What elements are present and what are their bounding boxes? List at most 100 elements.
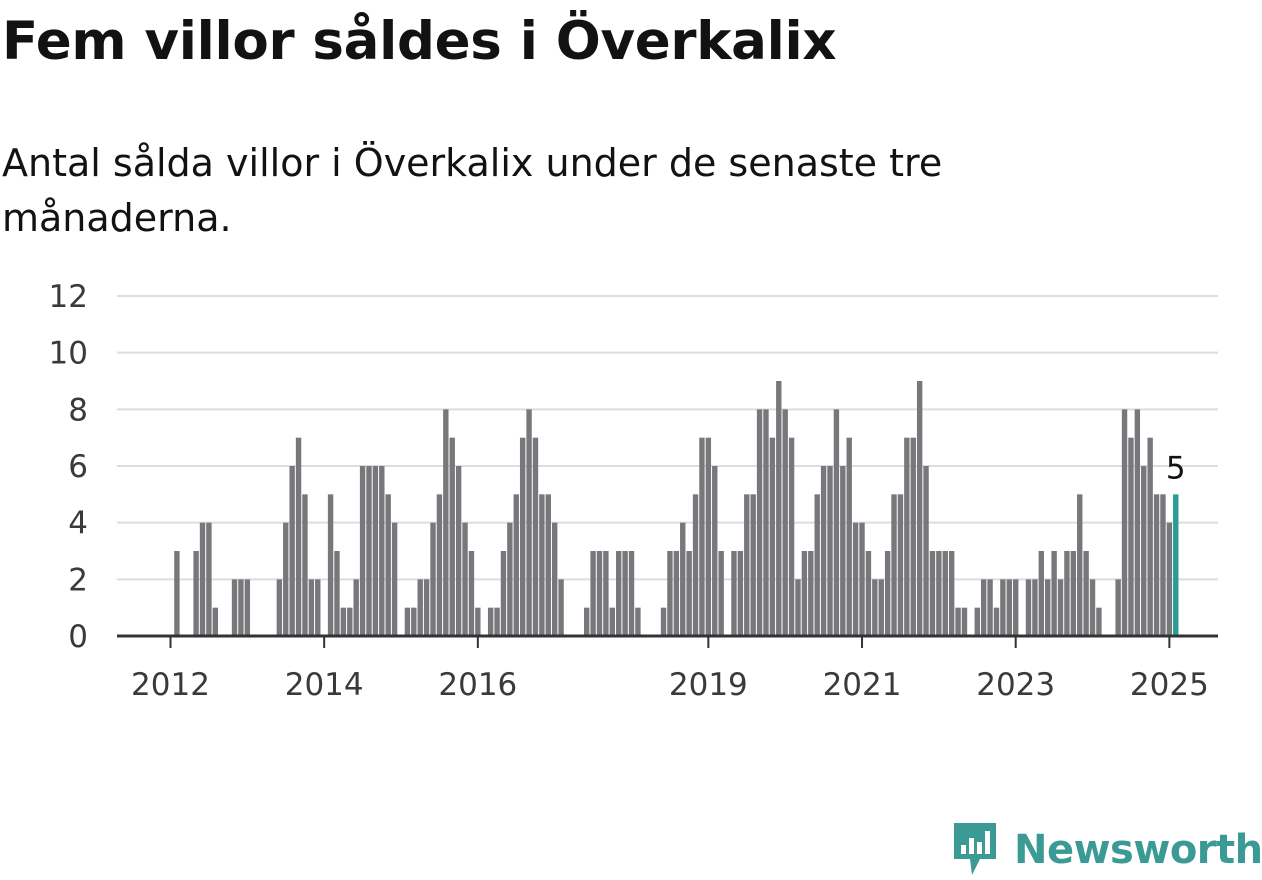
bar bbox=[795, 579, 801, 636]
bar bbox=[699, 437, 705, 636]
chart-subtitle: Antal sålda villor i Överkalix under de … bbox=[2, 141, 943, 240]
bar bbox=[673, 551, 680, 636]
bar bbox=[238, 579, 244, 636]
bar bbox=[231, 579, 238, 636]
bar bbox=[289, 466, 295, 636]
bar bbox=[801, 551, 808, 636]
bar bbox=[942, 551, 948, 636]
y-tick-label-0: 0 bbox=[68, 619, 88, 655]
y-tick-label-8: 8 bbox=[68, 392, 88, 428]
bar bbox=[583, 607, 590, 636]
bar bbox=[199, 522, 206, 636]
bar bbox=[475, 607, 481, 636]
bar bbox=[1115, 579, 1121, 636]
bar bbox=[1096, 607, 1102, 636]
y-axis-tick-labels: 0 2 4 6 8 10 12 bbox=[49, 279, 88, 655]
bar bbox=[897, 494, 904, 636]
bar bbox=[1064, 551, 1070, 636]
bar bbox=[846, 437, 852, 636]
bar bbox=[404, 607, 411, 636]
bar bbox=[315, 579, 321, 636]
bar bbox=[430, 522, 436, 636]
bar bbox=[769, 437, 776, 636]
bar bbox=[462, 522, 468, 636]
annotations: 5 bbox=[1166, 450, 1186, 486]
bar bbox=[411, 607, 417, 636]
bar bbox=[891, 494, 897, 636]
bar bbox=[910, 437, 916, 636]
bar bbox=[347, 607, 353, 636]
bar bbox=[904, 437, 910, 636]
bar bbox=[756, 409, 763, 636]
bar bbox=[1083, 551, 1089, 636]
bar bbox=[276, 579, 283, 636]
bar bbox=[814, 494, 820, 636]
x-tick-label-2021: 2021 bbox=[823, 667, 902, 703]
bar bbox=[859, 522, 865, 636]
bar-highlighted bbox=[1173, 494, 1179, 636]
bar bbox=[776, 381, 782, 636]
bar bbox=[660, 607, 667, 636]
bar bbox=[929, 551, 936, 636]
bar bbox=[974, 607, 980, 636]
bar bbox=[513, 494, 519, 636]
bar bbox=[1089, 579, 1096, 636]
bar bbox=[417, 579, 423, 636]
bar bbox=[212, 607, 219, 636]
bar bbox=[353, 579, 359, 636]
bar bbox=[737, 551, 744, 636]
bar bbox=[1057, 579, 1064, 636]
bar bbox=[449, 437, 455, 636]
bar bbox=[487, 607, 494, 636]
x-tick-label-2016: 2016 bbox=[438, 667, 517, 703]
bar bbox=[872, 579, 878, 636]
bar bbox=[1012, 579, 1019, 636]
newsworthy-logo-icon bbox=[954, 823, 996, 875]
bar bbox=[1038, 551, 1045, 636]
y-tick-label-4: 4 bbox=[68, 506, 88, 542]
bar bbox=[283, 522, 289, 636]
bar bbox=[551, 522, 558, 636]
bar bbox=[865, 551, 872, 636]
x-tick-label-2014: 2014 bbox=[285, 667, 364, 703]
bar bbox=[852, 522, 859, 636]
bar bbox=[635, 607, 641, 636]
bar bbox=[366, 466, 372, 636]
bar bbox=[1077, 494, 1083, 636]
bar bbox=[833, 409, 840, 636]
bar bbox=[206, 522, 212, 636]
bar bbox=[955, 607, 961, 636]
bar bbox=[961, 607, 968, 636]
bar bbox=[936, 551, 942, 636]
bar bbox=[359, 466, 366, 636]
bar bbox=[808, 551, 814, 636]
bar bbox=[302, 494, 308, 636]
last-value-label: 5 bbox=[1166, 450, 1186, 486]
x-tick-label-2019: 2019 bbox=[669, 667, 748, 703]
bar bbox=[423, 579, 430, 636]
bar bbox=[916, 381, 923, 636]
bar bbox=[884, 551, 891, 636]
x-tick-label-2023: 2023 bbox=[976, 667, 1055, 703]
bar bbox=[500, 551, 507, 636]
bar bbox=[1134, 409, 1141, 636]
bar bbox=[1160, 494, 1166, 636]
bar bbox=[1051, 551, 1057, 636]
bar bbox=[667, 551, 673, 636]
bar bbox=[526, 409, 532, 636]
x-tick-label-2012: 2012 bbox=[131, 667, 210, 703]
bar bbox=[923, 466, 929, 636]
bar bbox=[494, 607, 500, 636]
bar bbox=[763, 409, 769, 636]
bar bbox=[308, 579, 315, 636]
bar bbox=[840, 466, 846, 636]
bar bbox=[1000, 579, 1006, 636]
bar bbox=[596, 551, 603, 636]
bar bbox=[391, 522, 398, 636]
bar bbox=[878, 579, 884, 636]
bar bbox=[750, 494, 756, 636]
bar bbox=[1006, 579, 1012, 636]
bar bbox=[788, 437, 795, 636]
bar bbox=[993, 607, 1000, 636]
